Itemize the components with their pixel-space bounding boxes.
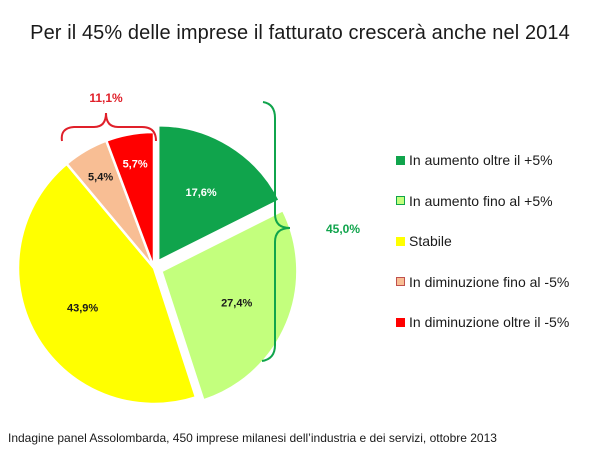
legend-label-aumento-oltre: In aumento oltre il +5%	[409, 152, 553, 169]
legend-item-diminuzione-fino: In diminuzione fino al -5%	[396, 262, 569, 303]
legend-swatch-diminuzione-fino	[396, 277, 405, 287]
pie-slice-aumento-oltre	[156, 123, 282, 264]
decline-bracket	[60, 112, 157, 142]
slice-value-label-aumento-fino: 27,4%	[221, 298, 252, 310]
slice-value-label-diminuzione-fino: 5,4%	[88, 171, 113, 183]
slice-value-label-stabile: 43,9%	[67, 303, 98, 315]
chart-legend: In aumento oltre il +5% In aumento fino a…	[396, 140, 569, 343]
legend-item-aumento-fino: In aumento fino al +5%	[396, 181, 569, 222]
legend-item-stabile: Stabile	[396, 221, 569, 262]
legend-label-stabile: Stabile	[409, 233, 452, 250]
growth-total-label: 45,0%	[326, 222, 360, 236]
decline-total-label: 11,1%	[89, 91, 123, 105]
growth-bracket	[261, 101, 291, 362]
legend-item-aumento-oltre: In aumento oltre il +5%	[396, 140, 569, 181]
legend-label-aumento-fino: In aumento fino al +5%	[409, 192, 553, 209]
legend-swatch-aumento-oltre	[396, 155, 405, 165]
pie-slice-aumento-fino	[159, 208, 299, 403]
chart-title: Per il 45% delle imprese il fatturato cr…	[30, 22, 570, 44]
legend-swatch-aumento-fino	[396, 196, 405, 206]
legend-label-diminuzione-fino: In diminuzione fino al -5%	[409, 273, 570, 290]
legend-label-diminuzione-oltre: In diminuzione oltre il -5%	[409, 314, 570, 331]
pie-slices	[16, 123, 299, 406]
legend-swatch-diminuzione-oltre	[396, 317, 405, 327]
pie-slice-stabile	[16, 161, 198, 406]
legend-item-diminuzione-oltre: In diminuzione oltre il -5%	[396, 302, 569, 343]
legend-swatch-stabile	[396, 236, 405, 246]
slice-value-label-diminuzione-oltre: 5,7%	[123, 159, 148, 171]
pie-slice-labels: 17,6% 27,4% 43,9% 5,4% 5,7%	[67, 159, 252, 315]
slice-value-label-aumento-oltre: 17,6%	[185, 187, 216, 199]
source-note: Indagine panel Assolombarda, 450 imprese…	[8, 431, 497, 445]
